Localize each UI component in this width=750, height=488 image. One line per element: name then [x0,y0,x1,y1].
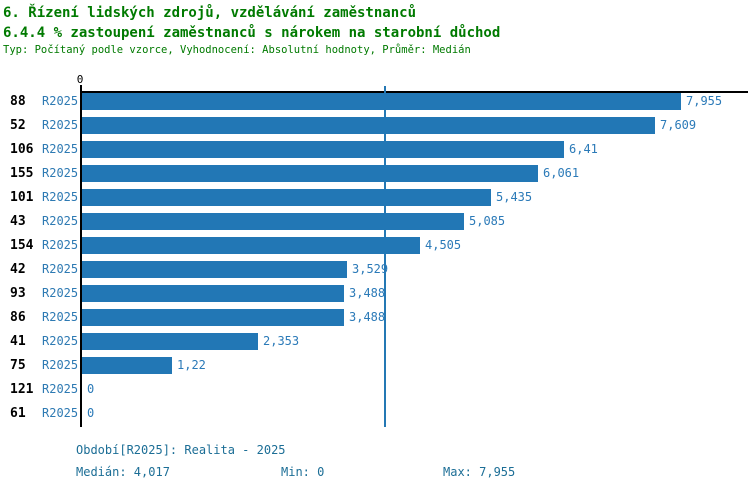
value-label: 7,609 [660,118,697,132]
min-stat: Min: 0 [281,465,325,479]
category-label: 154 [10,238,34,253]
value-label: 4,505 [425,238,462,252]
period-label: R2025 [42,334,79,348]
y-axis-line [80,85,82,427]
category-label: 106 [10,142,34,157]
period-label: R2025 [42,382,79,396]
value-label: 3,488 [349,310,386,324]
value-label: 7,955 [686,94,723,108]
value-label: 6,41 [569,142,598,156]
period-label: R2025 [42,94,79,108]
category-label: 42 [10,262,26,277]
category-label: 88 [10,94,26,109]
indicator-subtitle: Typ: Počítaný podle vzorce, Vyhodnocení:… [3,44,471,56]
category-label: 101 [10,190,34,205]
category-label: 155 [10,166,34,181]
bar [82,165,538,182]
category-label: 86 [10,310,26,325]
indicator-title: 6.4.4 % zastoupení zaměstnanců s nárokem… [3,25,501,41]
median-stat: Medián: 4,017 [76,465,170,479]
bar [82,333,258,350]
period-legend: Období[R2025]: Realita - 2025 [76,443,286,457]
value-label: 1,22 [177,358,206,372]
bar [82,237,420,254]
period-label: R2025 [42,190,79,204]
value-label: 5,435 [496,190,533,204]
period-label: R2025 [42,166,79,180]
period-label: R2025 [42,286,79,300]
value-label: 0 [87,382,95,396]
period-label: R2025 [42,262,79,276]
bar [82,261,347,278]
bar [82,117,655,134]
period-label: R2025 [42,214,79,228]
max-stat: Max: 7,955 [443,465,516,479]
value-label: 0 [87,406,95,420]
bar [82,357,172,374]
value-label: 3,488 [349,286,386,300]
bar [82,213,464,230]
value-label: 6,061 [543,166,580,180]
value-label: 5,085 [469,214,506,228]
category-label: 75 [10,358,26,373]
bar [82,93,681,110]
bar [82,285,344,302]
median-reference-line [384,86,386,427]
category-label: 43 [10,214,26,229]
x-axis-line [80,91,748,93]
category-label: 61 [10,406,26,421]
page-title: 6. Řízení lidských zdrojů, vzdělávání za… [3,5,417,21]
value-label: 3,529 [352,262,389,276]
period-label: R2025 [42,118,79,132]
bar [82,309,344,326]
category-label: 41 [10,334,26,349]
category-label: 121 [10,382,34,397]
bar [82,189,491,206]
bar [82,141,564,158]
period-label: R2025 [42,406,79,420]
period-label: R2025 [42,358,79,372]
period-label: R2025 [42,142,79,156]
category-label: 52 [10,118,26,133]
axis-origin-label: 0 [76,73,84,86]
category-label: 93 [10,286,26,301]
value-label: 2,353 [263,334,300,348]
period-label: R2025 [42,238,79,252]
period-label: R2025 [42,310,79,324]
